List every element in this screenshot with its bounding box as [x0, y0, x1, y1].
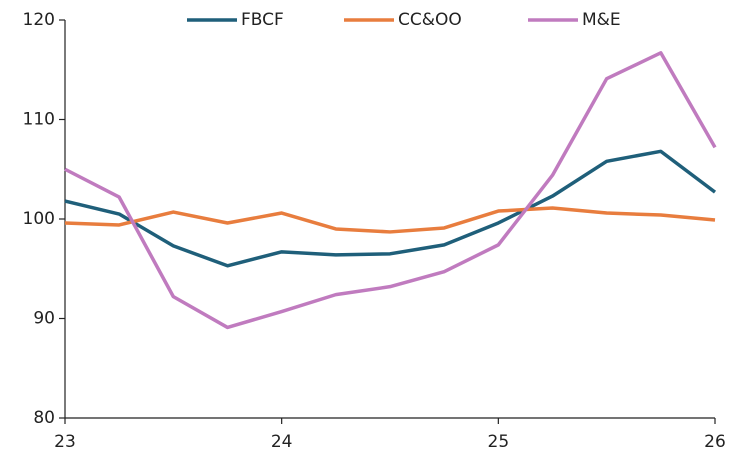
y-tick-label: 90	[33, 309, 55, 329]
y-tick-label: 80	[33, 408, 55, 428]
x-tick-label: 26	[704, 432, 726, 452]
legend-label: FBCF	[241, 10, 284, 30]
series-line	[64, 206, 716, 234]
x-tick-label: 25	[488, 432, 510, 452]
x-tick-label: 23	[54, 432, 76, 452]
legend-label: M&E	[582, 10, 621, 30]
y-tick-label: 120	[23, 10, 55, 30]
y-tick-label: 110	[23, 110, 55, 130]
x-tick-label: 24	[271, 432, 293, 452]
series-line	[64, 149, 717, 268]
series-line	[64, 51, 717, 330]
y-tick-label: 100	[23, 209, 55, 229]
legend-label: CC&OO	[398, 10, 462, 30]
